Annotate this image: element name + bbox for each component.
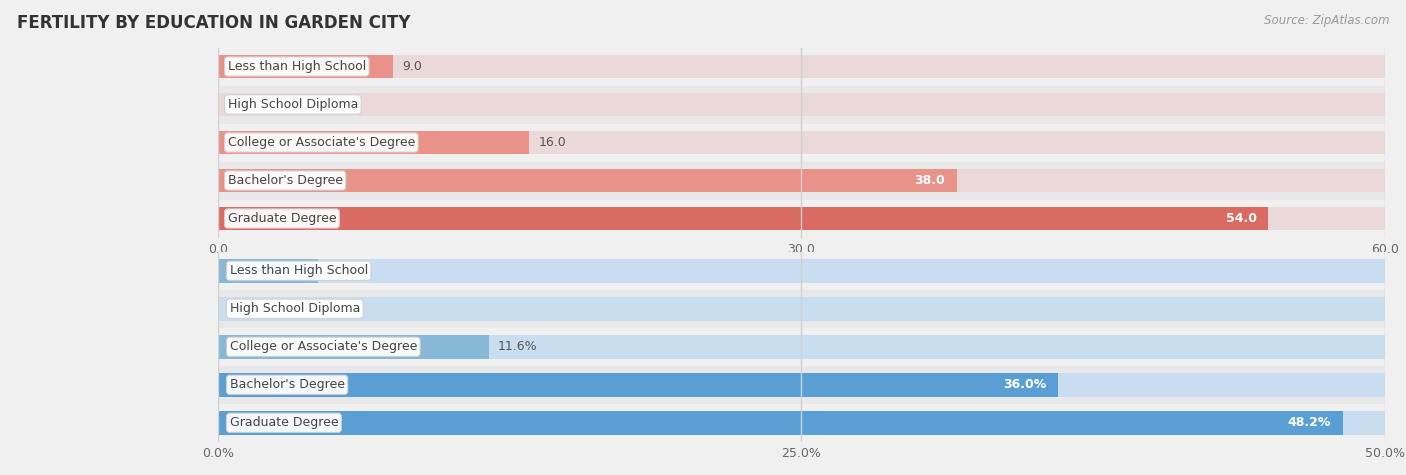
Text: 0.0: 0.0 — [228, 98, 247, 111]
Text: College or Associate's Degree: College or Associate's Degree — [228, 136, 415, 149]
Text: High School Diploma: High School Diploma — [229, 302, 360, 315]
Bar — [218, 93, 1385, 116]
Text: 38.0: 38.0 — [914, 174, 945, 187]
Bar — [218, 335, 489, 359]
Text: 48.2%: 48.2% — [1288, 416, 1331, 429]
Text: Bachelor's Degree: Bachelor's Degree — [228, 174, 343, 187]
Bar — [218, 200, 1385, 238]
Bar — [218, 259, 318, 283]
Text: 54.0: 54.0 — [1226, 212, 1257, 225]
Bar — [218, 207, 1268, 230]
Text: 36.0%: 36.0% — [1004, 378, 1046, 391]
Text: 4.3%: 4.3% — [328, 264, 360, 277]
Bar — [218, 48, 1385, 86]
Text: College or Associate's Degree: College or Associate's Degree — [229, 340, 418, 353]
Bar — [218, 55, 1385, 78]
Bar — [218, 131, 529, 154]
Text: Graduate Degree: Graduate Degree — [228, 212, 336, 225]
Bar — [218, 411, 1343, 435]
Text: 9.0: 9.0 — [402, 60, 422, 73]
Bar — [218, 404, 1385, 442]
Bar — [218, 124, 1385, 162]
Bar — [218, 86, 1385, 124]
Bar — [218, 207, 1385, 230]
Bar — [218, 366, 1385, 404]
Text: Source: ZipAtlas.com: Source: ZipAtlas.com — [1264, 14, 1389, 27]
Bar — [218, 290, 1385, 328]
Bar — [218, 169, 1385, 192]
Bar — [218, 131, 1385, 154]
Bar — [218, 169, 957, 192]
Text: Less than High School: Less than High School — [228, 60, 366, 73]
Text: High School Diploma: High School Diploma — [228, 98, 359, 111]
Bar — [218, 335, 1385, 359]
Bar — [218, 373, 1059, 397]
Bar — [218, 259, 1385, 283]
Bar — [218, 55, 392, 78]
Bar — [218, 252, 1385, 290]
Bar — [218, 328, 1385, 366]
Text: 16.0: 16.0 — [538, 136, 567, 149]
Text: Graduate Degree: Graduate Degree — [229, 416, 339, 429]
Text: 0.0%: 0.0% — [228, 302, 259, 315]
Bar — [218, 373, 1385, 397]
Text: 11.6%: 11.6% — [498, 340, 537, 353]
Bar — [218, 411, 1385, 435]
Text: FERTILITY BY EDUCATION IN GARDEN CITY: FERTILITY BY EDUCATION IN GARDEN CITY — [17, 14, 411, 32]
Text: Less than High School: Less than High School — [229, 264, 368, 277]
Bar — [218, 162, 1385, 199]
Bar — [218, 297, 1385, 321]
Text: Bachelor's Degree: Bachelor's Degree — [229, 378, 344, 391]
